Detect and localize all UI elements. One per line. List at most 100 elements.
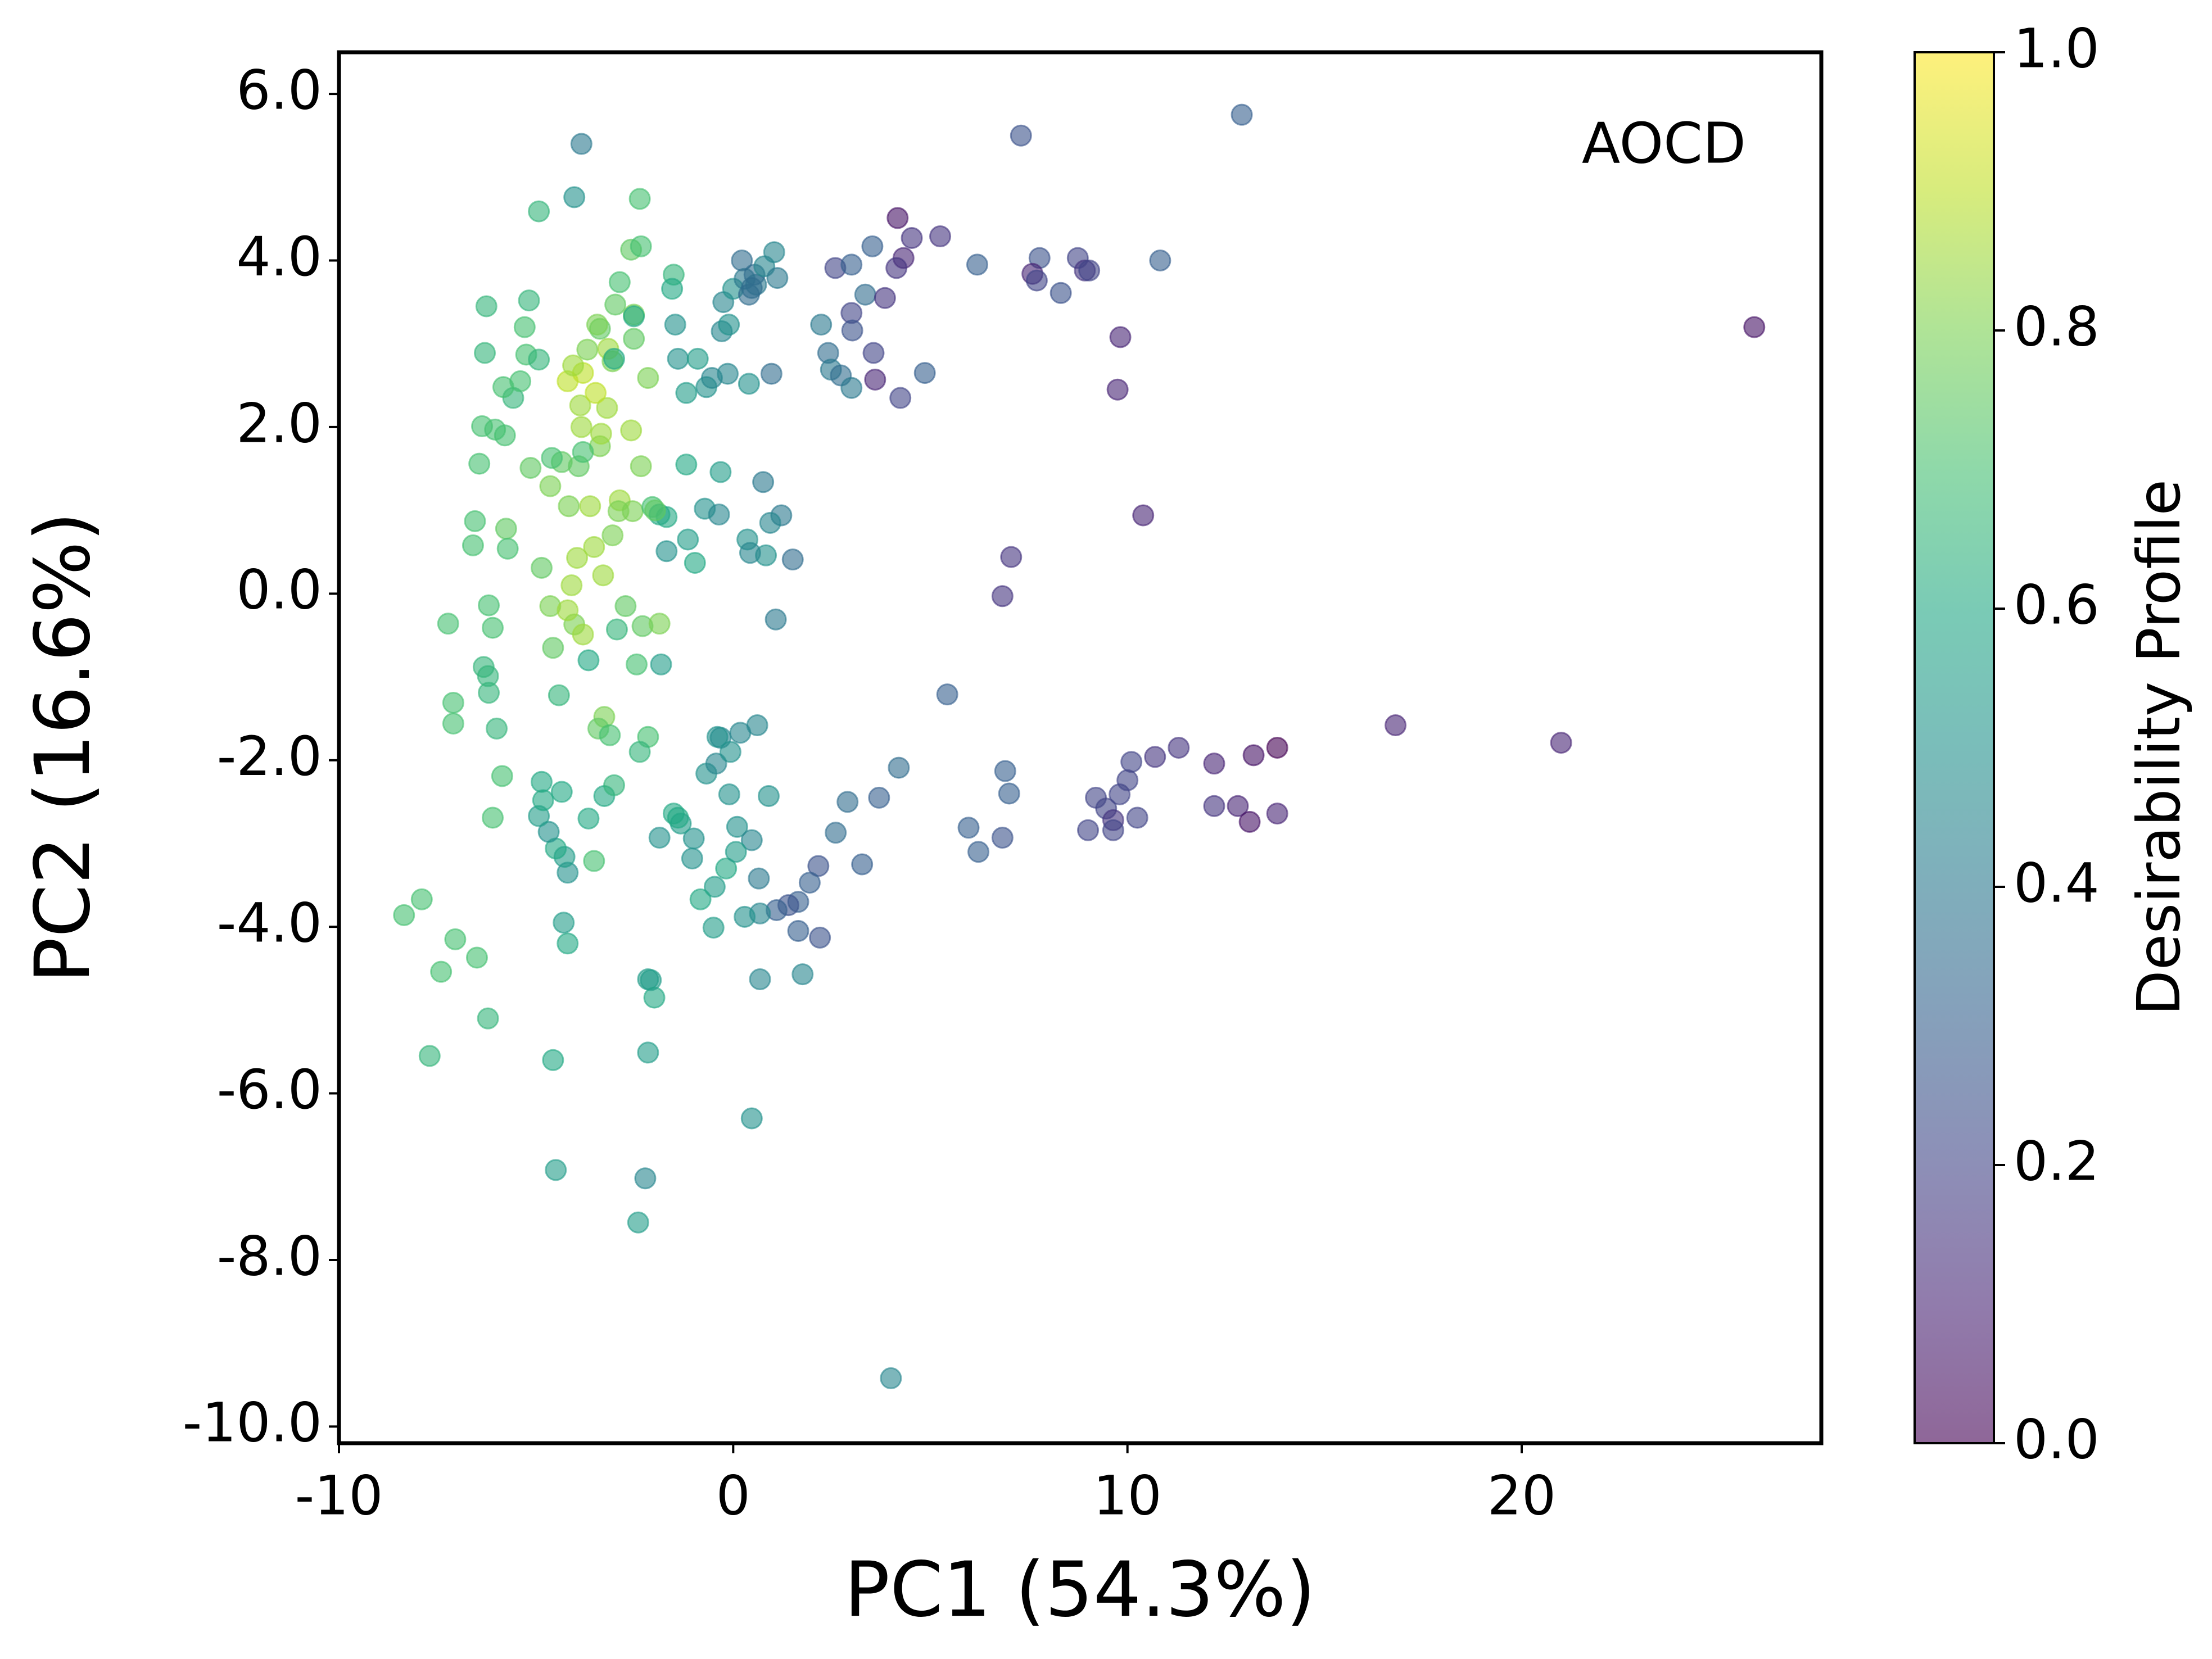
point <box>590 423 612 445</box>
y-tick-label: -8.0 <box>217 1225 322 1288</box>
point <box>1149 250 1171 272</box>
point <box>530 770 553 793</box>
point <box>757 785 780 807</box>
point <box>393 904 415 926</box>
point <box>840 377 863 399</box>
colorbar <box>1915 52 1994 1443</box>
point <box>765 608 787 631</box>
point <box>464 510 486 532</box>
point <box>542 1049 564 1071</box>
point <box>885 257 908 279</box>
point <box>513 316 536 338</box>
y-tick-label: 2.0 <box>236 392 322 455</box>
point <box>628 741 651 763</box>
point <box>548 684 570 706</box>
point <box>477 665 499 687</box>
point <box>836 791 859 813</box>
point <box>1550 732 1572 754</box>
y-tick-label: 0.0 <box>236 559 322 622</box>
point <box>437 613 459 635</box>
point <box>677 528 699 551</box>
point <box>569 394 591 416</box>
point <box>557 932 579 955</box>
colorbar-tick-label: 0.8 <box>2014 295 2100 358</box>
point <box>539 475 562 497</box>
point <box>1266 803 1288 825</box>
colorbar-tick-label: 0.6 <box>2014 573 2100 636</box>
point <box>667 806 689 829</box>
point <box>640 969 662 991</box>
point <box>465 946 488 969</box>
point <box>889 387 912 409</box>
point <box>718 783 740 805</box>
point <box>998 782 1020 805</box>
point <box>1231 103 1253 126</box>
point <box>484 418 506 441</box>
point <box>583 536 605 558</box>
point <box>603 347 626 370</box>
point <box>746 714 768 736</box>
point <box>626 653 648 676</box>
point <box>862 342 885 364</box>
point <box>541 447 563 469</box>
point <box>585 382 607 404</box>
point <box>607 500 630 523</box>
point <box>787 920 809 942</box>
point <box>604 293 627 316</box>
point <box>1109 326 1132 348</box>
point <box>1000 546 1023 568</box>
point <box>1077 819 1100 841</box>
colorbar-tick-label: 0.0 <box>2014 1408 2100 1471</box>
point <box>477 1007 499 1030</box>
point <box>1102 819 1124 841</box>
point <box>491 765 513 787</box>
point <box>1109 783 1131 805</box>
point <box>686 347 709 370</box>
y-tick-label: 6.0 <box>236 58 322 121</box>
point <box>648 613 671 635</box>
point <box>628 188 651 210</box>
point <box>703 876 726 898</box>
point <box>620 419 643 442</box>
point <box>675 454 698 476</box>
point <box>841 319 863 342</box>
point <box>748 867 770 890</box>
point <box>791 963 814 986</box>
point <box>643 986 666 1009</box>
point <box>557 599 579 622</box>
point <box>1238 810 1261 833</box>
point <box>1743 316 1766 338</box>
point <box>558 495 580 518</box>
point <box>530 556 553 579</box>
point <box>468 452 491 475</box>
axes-frame <box>337 50 1824 1445</box>
point <box>994 760 1016 782</box>
point <box>929 225 952 248</box>
point <box>586 314 608 336</box>
point <box>1132 504 1155 527</box>
point <box>798 872 821 894</box>
point <box>868 786 890 809</box>
y-tick-label: 4.0 <box>236 225 322 288</box>
point <box>702 917 725 939</box>
colorbar-frame <box>1914 51 1995 1444</box>
colorbar-tick-label: 1.0 <box>2014 17 2100 80</box>
colorbar-label: Desirability Profile <box>2125 479 2193 1016</box>
point <box>563 186 586 208</box>
point <box>936 683 958 706</box>
point <box>719 741 741 763</box>
point <box>528 200 550 223</box>
point <box>825 822 847 844</box>
point <box>749 968 771 991</box>
point <box>880 1367 902 1389</box>
point <box>851 853 874 876</box>
point <box>634 1167 657 1190</box>
point <box>648 827 671 849</box>
point <box>577 807 600 830</box>
point <box>1050 282 1072 304</box>
point <box>1266 737 1288 759</box>
point <box>667 347 689 370</box>
point <box>1010 124 1032 147</box>
point <box>991 585 1014 608</box>
point <box>644 499 666 522</box>
